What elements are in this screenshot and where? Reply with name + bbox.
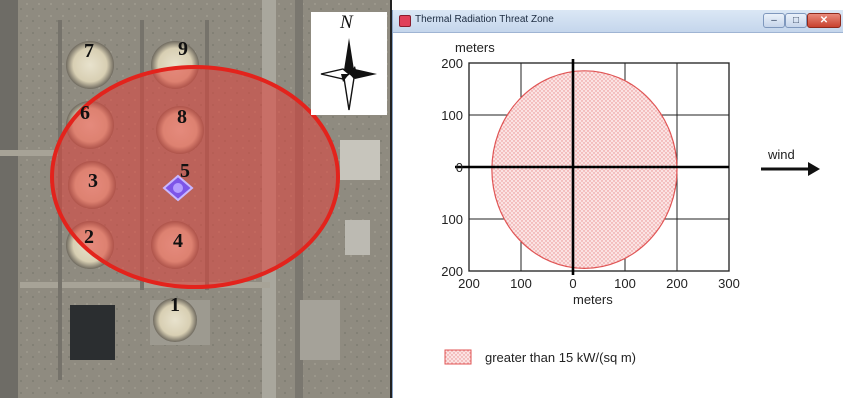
north-label: N bbox=[340, 12, 353, 33]
release-source-marker-icon bbox=[162, 174, 194, 202]
tank-label-3: 3 bbox=[88, 170, 98, 192]
y-tick-label-4: 200 bbox=[441, 264, 463, 279]
maximize-button[interactable]: □ bbox=[785, 13, 807, 28]
close-button[interactable]: ✕ bbox=[807, 13, 841, 28]
threat-zone-plot: 200 100 0 100 200 300 200 100 0 100 200 meters met… bbox=[441, 40, 820, 365]
tank-label-5: 5 bbox=[180, 160, 190, 182]
threat-zone-window: Thermal Radiation Threat Zone – □ ✕ 200 1… bbox=[392, 10, 843, 398]
legend-label: greater than 15 kW/(sq m) bbox=[485, 350, 636, 365]
wind-label: wind bbox=[767, 147, 795, 162]
app-icon bbox=[399, 15, 411, 27]
title-bar[interactable]: Thermal Radiation Threat Zone – □ ✕ bbox=[393, 10, 843, 33]
maximize-icon: □ bbox=[792, 15, 800, 26]
x-tick-label-5: 300 bbox=[718, 276, 740, 291]
tank-label-8: 8 bbox=[177, 106, 187, 128]
tank-label-1: 1 bbox=[170, 294, 180, 316]
y-tick-label-0: 200 bbox=[441, 56, 463, 71]
x-tick-label-2: 0 bbox=[569, 276, 576, 291]
window-title: Thermal Radiation Threat Zone bbox=[415, 14, 554, 25]
satellite-map: 7 9 6 8 3 5 2 4 1 N bbox=[0, 0, 392, 398]
x-tick-label-0: 200 bbox=[458, 276, 480, 291]
tank-label-2: 2 bbox=[84, 226, 94, 248]
x-tick-label-4: 200 bbox=[666, 276, 688, 291]
y-axis-label: meters bbox=[455, 40, 495, 55]
compass-box: N bbox=[311, 12, 387, 115]
compass-rose-icon bbox=[320, 38, 377, 111]
threat-zone-ellipse-0 bbox=[491, 70, 678, 270]
legend-swatch bbox=[444, 349, 472, 365]
y-tick-label-2: 0 bbox=[456, 160, 463, 175]
tank-label-7: 7 bbox=[84, 40, 94, 62]
threat-zone-overlay bbox=[50, 65, 340, 289]
x-tick-label-3: 100 bbox=[614, 276, 636, 291]
close-icon: ✕ bbox=[819, 15, 829, 26]
x-tick-label-1: 100 bbox=[510, 276, 532, 291]
tank-label-4: 4 bbox=[173, 230, 183, 252]
minimize-button[interactable]: – bbox=[763, 13, 785, 28]
wind-arrow-icon bbox=[761, 162, 820, 176]
x-axis-label: meters bbox=[573, 292, 613, 307]
minimize-icon: – bbox=[771, 15, 777, 26]
tank-label-6: 6 bbox=[80, 102, 90, 124]
y-tick-label-1: 100 bbox=[441, 108, 463, 123]
y-tick-label-3: 100 bbox=[441, 212, 463, 227]
tank-label-9: 9 bbox=[178, 38, 188, 60]
